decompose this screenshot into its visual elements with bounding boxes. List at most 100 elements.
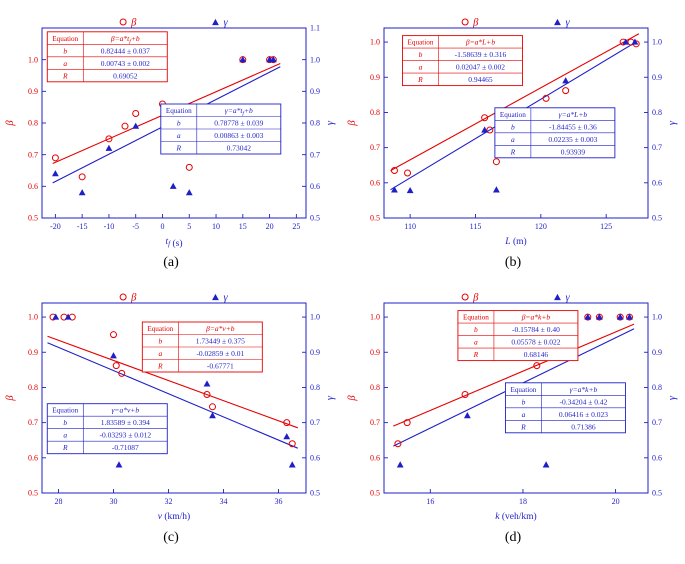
- beta-data-point: [390, 167, 398, 174]
- y-tick-label-left: 1.0: [28, 313, 38, 322]
- x-tick-label: 15: [239, 222, 247, 231]
- gamma-data-point: [463, 411, 471, 419]
- legend-beta-label: β: [472, 17, 479, 28]
- y-tick-label-left: 0.6: [370, 178, 380, 187]
- y-axis-label-left: β: [5, 120, 16, 127]
- legend-gamma-label: γ: [565, 17, 570, 28]
- y-axis-label-right: γ: [325, 395, 336, 400]
- table-row-label: b: [474, 325, 478, 334]
- gamma-data-point: [132, 122, 140, 129]
- x-tick-label: -10: [104, 222, 115, 231]
- x-tick-label: 120: [535, 222, 547, 231]
- y-axis-label-left: β: [347, 120, 358, 127]
- y-tick-label-right: 1.0: [310, 55, 320, 64]
- gamma-data-point: [616, 313, 624, 320]
- y-tick-label-left: 0.8: [28, 383, 38, 392]
- subplot-b: β γ 110 115 120 125 0.5 0.6 0.7 0.8 0.9 1.0 0.5 0.6 0.…: [342, 14, 684, 275]
- legend-gamma-label: γ: [223, 292, 228, 303]
- table-row-value: -0.03293 ± 0.012: [99, 431, 151, 440]
- x-axis-label: L (m): [504, 236, 526, 247]
- table-row-value: 0.05578 ± 0.022: [511, 338, 560, 347]
- x-tick-label: 0: [160, 222, 164, 231]
- table-row-value: 0.68146: [524, 350, 549, 359]
- x-axis-label: tf (s): [165, 237, 182, 248]
- x-tick-label: 10: [212, 222, 220, 231]
- y-tick-label-right: 0.6: [310, 182, 320, 191]
- gamma-data-point: [492, 186, 500, 193]
- table-row-value: 0.71386: [571, 422, 596, 431]
- y-tick-label-left: 0.6: [28, 182, 38, 191]
- gamma-data-point: [622, 38, 630, 45]
- table-row-value: 0.00743 ± 0.002: [101, 59, 150, 68]
- y-axis-label-right: γ: [667, 395, 678, 400]
- y-tick-label-right: 0.9: [652, 348, 662, 357]
- beta-data-point: [486, 126, 494, 134]
- equation-table-red: Equation β=a*v+b b 1.73449 ± 0.375 a -0.02859…: [141, 321, 263, 373]
- beta-data-point: [185, 163, 193, 171]
- x-tick-label: -15: [77, 222, 88, 231]
- y-tick-label-left: 1.0: [28, 55, 38, 64]
- table-header-label: Equation: [147, 325, 173, 333]
- y-axis-label-left: β: [347, 395, 358, 402]
- table-header-label: Equation: [408, 39, 434, 47]
- legend-gamma-label: γ: [565, 292, 570, 303]
- gamma-data-point: [115, 461, 123, 468]
- gamma-data-point: [626, 313, 633, 320]
- gamma-data-point: [595, 313, 603, 320]
- y-tick-label-right: 0.7: [652, 143, 662, 152]
- table-header-label: Equation: [52, 35, 78, 43]
- table-row-label: R: [520, 422, 526, 431]
- subplot-d-svg: β γ 16 18 20 0.5 0.6 0.7 0.8 0.9 1.0 0.5 0.6 0.7 0.8 0.…: [347, 292, 678, 522]
- y-tick-label-left: 0.5: [28, 214, 38, 223]
- table-header-label: Equation: [500, 111, 526, 119]
- x-tick-label: 125: [600, 222, 612, 231]
- x-tick-label: 32: [165, 497, 173, 506]
- equation-table-blue: Equation γ=a*tf+b b 0.78778 ± 0.039 a 0.00863…: [160, 103, 282, 155]
- subplot-b-svg: β γ 110 115 120 125 0.5 0.6 0.7 0.8 0.9 1.0 0.5 0.6 0.…: [347, 17, 678, 247]
- y-tick-label-left: 0.8: [370, 383, 380, 392]
- table-row-value: 0.73042: [227, 144, 252, 153]
- x-axis-label: v (km/h): [158, 511, 190, 522]
- y-tick-label-left: 1.0: [370, 313, 380, 322]
- subplot-d: β γ 16 18 20 0.5 0.6 0.7 0.8 0.9 1.0 0.5 0.6 0.7 0.8 0.…: [342, 289, 684, 550]
- y-tick-label-right: 0.6: [310, 453, 320, 462]
- gamma-data-point: [288, 461, 296, 468]
- table-row-value: -0.71087: [112, 443, 139, 452]
- x-axis-label: k (veh/km): [495, 511, 536, 522]
- y-tick-label-right: 0.5: [652, 214, 662, 223]
- table-row-value: -1.84455 ± 0.36: [549, 122, 597, 131]
- y-tick-label-right: 0.5: [652, 489, 662, 498]
- beta-data-point: [404, 169, 412, 177]
- beta-data-point: [394, 440, 402, 448]
- subplot-c-caption: (c): [163, 530, 179, 545]
- table-row-label: a: [474, 338, 478, 347]
- beta-data-point: [288, 440, 296, 448]
- y-tick-label-right: 0.9: [652, 73, 662, 82]
- table-row-value: 0.82444 ± 0.037: [101, 46, 150, 55]
- beta-data-point: [533, 362, 541, 370]
- gamma-data-point: [51, 170, 59, 177]
- table-row-value: 0.69052: [113, 71, 138, 80]
- x-tick-label: 34: [220, 497, 228, 506]
- x-tick-label: 28: [55, 497, 63, 506]
- table-row-value: -0.67771: [207, 362, 234, 371]
- table-row-value: -0.02859 ± 0.01: [196, 349, 244, 358]
- x-tick-label: 20: [266, 222, 274, 231]
- gamma-data-point: [542, 461, 550, 468]
- beta-fit-line: [393, 323, 635, 427]
- subplot-a-svg: β γ -20 -15 -10 -5 0 5 10 15 20 25 0.5 0.6 0.7 0.8 0.9 1.…: [5, 17, 336, 249]
- table-row-value: -0.34204 ± 0.42: [560, 397, 608, 406]
- y-tick-label-right: 0.7: [310, 418, 320, 427]
- legend-beta-marker: [119, 18, 127, 26]
- gamma-data-point: [269, 56, 277, 63]
- beta-data-point: [403, 419, 411, 427]
- beta-data-point: [121, 122, 129, 130]
- plot-border: [383, 302, 649, 494]
- gamma-data-point: [52, 313, 60, 320]
- beta-data-point: [118, 369, 126, 377]
- y-tick-label-left: 0.7: [28, 150, 38, 159]
- table-row-label: R: [510, 147, 516, 156]
- table-equation: γ=a*v+b: [111, 406, 139, 415]
- subplot-b-caption: (b): [504, 255, 522, 270]
- beta-fit-line: [390, 33, 640, 172]
